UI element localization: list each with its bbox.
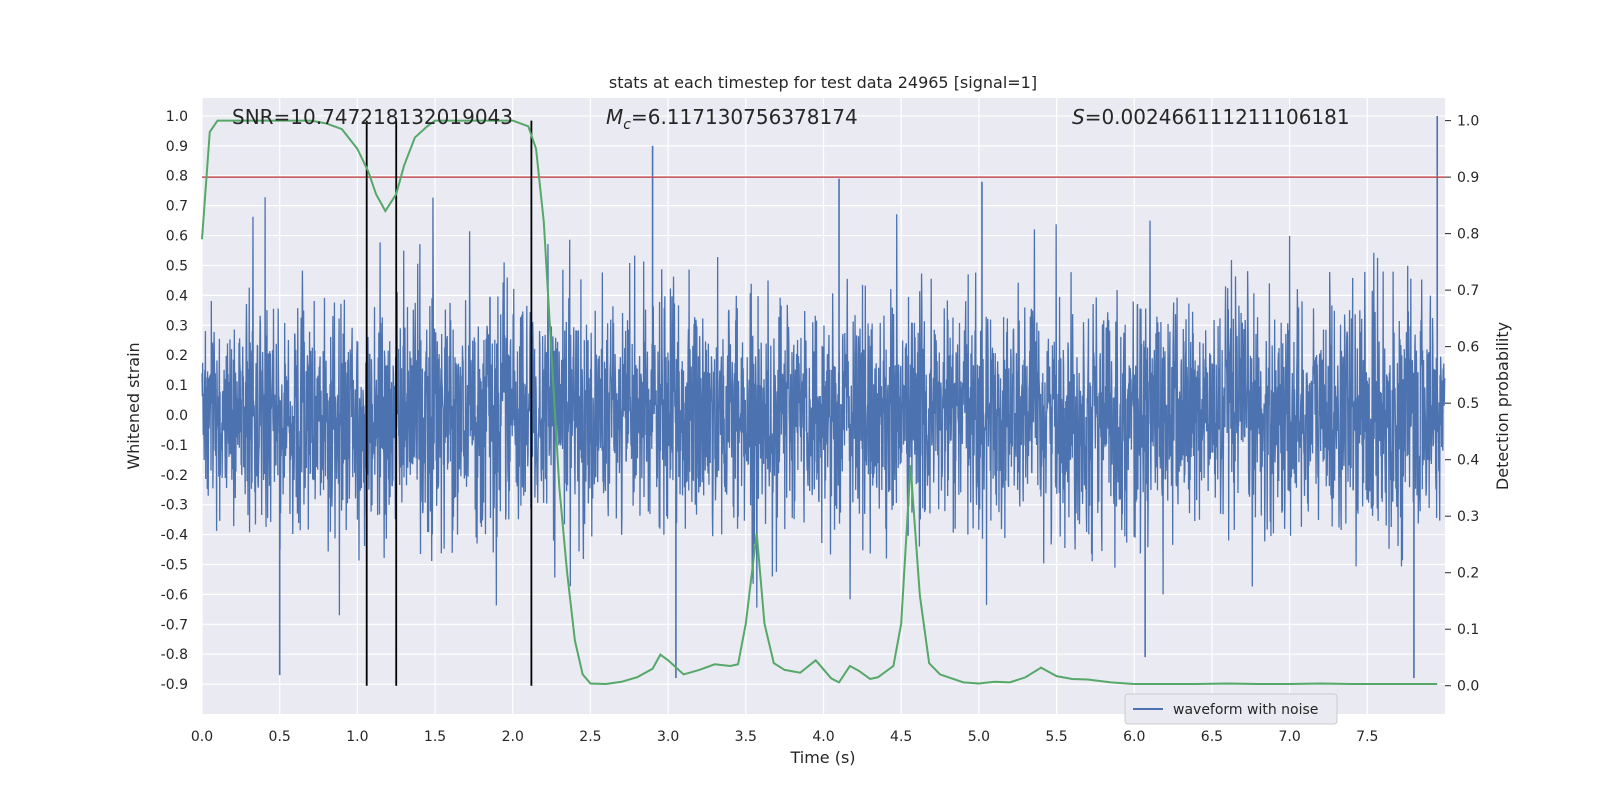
legend: waveform with noise — [1124, 693, 1338, 725]
y-tick-label: 0.2 — [166, 348, 188, 364]
probability-series — [201, 119, 1438, 686]
y-tick-label: 0.6 — [166, 229, 188, 245]
y-tick-label: -0.2 — [161, 468, 188, 484]
y2-tick-label: 0.7 — [1457, 283, 1479, 299]
y2-tick-label: 0.1 — [1457, 622, 1479, 638]
y-tick-label: -0.9 — [161, 677, 188, 693]
y-tick-label: -0.8 — [161, 647, 188, 663]
x-tick-label: 2.0 — [502, 729, 524, 745]
y-tick-label: -0.5 — [161, 557, 188, 573]
x-tick-label: 7.0 — [1278, 729, 1300, 745]
y2-tick-label: 0.4 — [1457, 453, 1479, 469]
x-tick-label: 6.5 — [1201, 729, 1223, 745]
y-tick-label: -0.4 — [161, 528, 188, 544]
x-tick-label: 7.5 — [1356, 729, 1378, 745]
waveform-line — [201, 197, 1446, 616]
y-tick-label: 0.9 — [166, 139, 188, 155]
y-tick-label: -0.3 — [161, 498, 188, 514]
x-tick-label: 5.0 — [968, 729, 990, 745]
legend-label: waveform with noise — [1173, 702, 1318, 718]
s-annotation: S=0.002466111211106181 — [1072, 105, 1350, 129]
snr-annotation: SNR=10.747218132019043 — [232, 105, 513, 129]
x-tick-label: 4.5 — [890, 729, 912, 745]
x-tick-label: 3.5 — [735, 729, 757, 745]
probability-line — [201, 119, 1438, 686]
x-tick-label: 0.0 — [191, 729, 213, 745]
y-tick-label: 0.4 — [166, 288, 188, 304]
y2-tick-label: 0.0 — [1457, 679, 1479, 695]
waveform-series — [201, 115, 1446, 679]
y-tick-label: 1.0 — [166, 109, 188, 125]
x-tick-label: 6.0 — [1123, 729, 1145, 745]
y-tick-label: -0.7 — [161, 617, 188, 633]
y-tick-label: -0.6 — [161, 587, 188, 603]
y-tick-label: 0.5 — [166, 258, 188, 274]
y-tick-label: 0.3 — [166, 318, 188, 334]
x-tick-label: 5.5 — [1045, 729, 1067, 745]
y-tick-label: 0.7 — [166, 199, 188, 215]
x-tick-label: 1.0 — [346, 729, 368, 745]
x-tick-label: 2.5 — [579, 729, 601, 745]
y-tick-label: 0.0 — [166, 408, 188, 424]
y-tick-label: 0.1 — [166, 378, 188, 394]
y2-tick-label: 0.9 — [1457, 170, 1479, 186]
y-tick-labels: 1.0 0.9 0.8 0.7 0.6 0.5 0.4 0.3 0.2 0.1 0.0 -0.1 -0.… — [161, 109, 188, 693]
y2-tick-label: 0.3 — [1457, 509, 1479, 525]
y-tick-label: 0.8 — [166, 169, 188, 185]
chart-title: stats at each timestep for test data 249… — [609, 73, 1037, 92]
legend-box — [1124, 693, 1338, 725]
y-tick-label: -0.1 — [161, 438, 188, 454]
x-tick-label: 1.5 — [424, 729, 446, 745]
x-tick-label: 3.0 — [657, 729, 679, 745]
y2-tick-label: 0.2 — [1457, 566, 1479, 582]
x-tick-label: 4.0 — [812, 729, 834, 745]
y2-axis-label: Detection probability — [1493, 322, 1512, 490]
y2-tick-label: 0.5 — [1457, 396, 1479, 412]
y2-tick-label: 1.0 — [1457, 114, 1479, 130]
chirp-mass-annotation: Mc=6.117130756378174 — [606, 105, 858, 133]
vertical-marker-lines — [365, 120, 533, 686]
y2-tick-label: 0.8 — [1457, 227, 1479, 243]
x-tick-labels: 0.0 0.5 1.0 1.5 2.0 2.5 3.0 3.5 4.0 4.5 5.0 5.5 6.0 6… — [191, 729, 1379, 745]
x-tick-label: 0.5 — [269, 729, 291, 745]
y-axis-label: Whitened strain — [124, 342, 143, 469]
y2-tick-labels: 1.0 0.9 0.8 0.7 0.6 0.5 0.4 0.3 0.2 0.1 0.0 — [1445, 114, 1479, 695]
y2-tick-label: 0.6 — [1457, 340, 1479, 356]
x-axis-label: Time (s) — [789, 748, 855, 767]
